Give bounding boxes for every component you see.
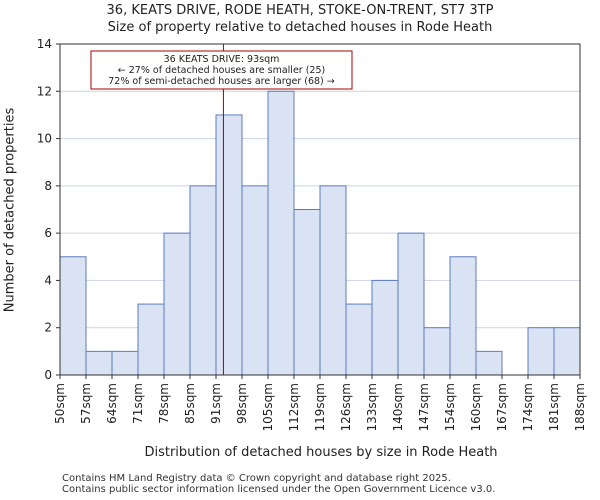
x-tick-label-112sqm: 112sqm bbox=[287, 383, 301, 431]
bar-91sqm bbox=[215, 114, 243, 376]
bar-78sqm bbox=[163, 232, 191, 376]
bar-57sqm bbox=[85, 350, 113, 376]
x-tick-label-126sqm: 126sqm bbox=[339, 383, 353, 431]
bar-50sqm bbox=[59, 256, 87, 376]
bar-98sqm bbox=[241, 185, 269, 376]
bar-133sqm bbox=[371, 279, 399, 376]
bar-154sqm bbox=[449, 256, 477, 376]
x-tick-label-71sqm: 71sqm bbox=[131, 383, 145, 424]
annotation-line-2: ← 27% of detached houses are smaller (25… bbox=[118, 65, 325, 76]
bar-147sqm bbox=[423, 327, 451, 376]
x-tick-label-105sqm: 105sqm bbox=[261, 383, 275, 431]
y-tick-label-10: 10 bbox=[37, 132, 52, 146]
bar-64sqm bbox=[111, 350, 139, 376]
y-tick-label-0: 0 bbox=[44, 368, 52, 382]
chart-title: 36, KEATS DRIVE, RODE HEATH, STOKE-ON-TR… bbox=[106, 3, 494, 18]
chart-subtitle: Size of property relative to detached ho… bbox=[107, 20, 493, 35]
y-tick-label-6: 6 bbox=[44, 226, 52, 240]
annotation-box bbox=[90, 50, 353, 90]
bar-112sqm bbox=[293, 209, 321, 376]
annotation-line-3: 72% of semi-detached houses are larger (… bbox=[108, 76, 335, 87]
y-tick-label-4: 4 bbox=[44, 273, 52, 287]
x-tick-label-85sqm: 85sqm bbox=[183, 383, 197, 424]
bar-160sqm bbox=[475, 350, 503, 376]
x-tick-label-154sqm: 154sqm bbox=[443, 383, 457, 431]
marker-group: 36 KEATS DRIVE: 93sqm← 27% of detached h… bbox=[90, 44, 353, 375]
x-tick-label-57sqm: 57sqm bbox=[79, 383, 93, 424]
y-tick-label-8: 8 bbox=[44, 179, 52, 193]
bar-85sqm bbox=[189, 185, 217, 376]
x-tick-label-167sqm: 167sqm bbox=[495, 383, 509, 431]
x-tick-label-174sqm: 174sqm bbox=[521, 383, 535, 431]
annotation-line-1: 36 KEATS DRIVE: 93sqm bbox=[164, 54, 280, 65]
x-tick-label-147sqm: 147sqm bbox=[417, 383, 431, 431]
bar-174sqm bbox=[527, 327, 555, 376]
bar-181sqm bbox=[553, 327, 581, 376]
bar-126sqm bbox=[345, 303, 373, 376]
x-tick-label-160sqm: 160sqm bbox=[469, 383, 483, 431]
x-tick-label-91sqm: 91sqm bbox=[209, 383, 223, 424]
y-tick-label-2: 2 bbox=[44, 321, 52, 335]
x-tick-label-119sqm: 119sqm bbox=[313, 383, 327, 431]
x-tick-label-188sqm: 188sqm bbox=[573, 383, 587, 431]
bar-105sqm bbox=[267, 90, 295, 376]
x-axis-ticks: 50sqm 57sqm 64sqm 71sqm 78sqm 85sqm 91sqm 98sqm… bbox=[53, 375, 587, 431]
x-tick-label-181sqm: 181sqm bbox=[547, 383, 561, 431]
x-tick-label-140sqm: 140sqm bbox=[391, 383, 405, 431]
y-axis-ticks: 0 2 4 6 8 10 12 14 bbox=[37, 37, 60, 382]
x-tick-label-98sqm: 98sqm bbox=[235, 383, 249, 424]
x-tick-label-78sqm: 78sqm bbox=[157, 383, 171, 424]
y-axis-label: Number of detached properties bbox=[2, 107, 18, 313]
y-tick-label-14: 14 bbox=[37, 37, 52, 51]
x-tick-label-64sqm: 64sqm bbox=[105, 383, 119, 424]
x-axis-label: Distribution of detached houses by size … bbox=[144, 445, 498, 460]
bars bbox=[59, 90, 581, 376]
y-tick-label-12: 12 bbox=[37, 84, 52, 98]
bar-140sqm bbox=[397, 232, 425, 376]
footer-line-1: Contains HM Land Registry data © Crown c… bbox=[62, 473, 451, 484]
bar-119sqm bbox=[319, 185, 347, 376]
footer-line-2: Contains public sector information licen… bbox=[62, 484, 496, 495]
x-tick-label-133sqm: 133sqm bbox=[365, 383, 379, 431]
bar-71sqm bbox=[137, 303, 165, 376]
x-tick-label-50sqm: 50sqm bbox=[53, 383, 67, 424]
